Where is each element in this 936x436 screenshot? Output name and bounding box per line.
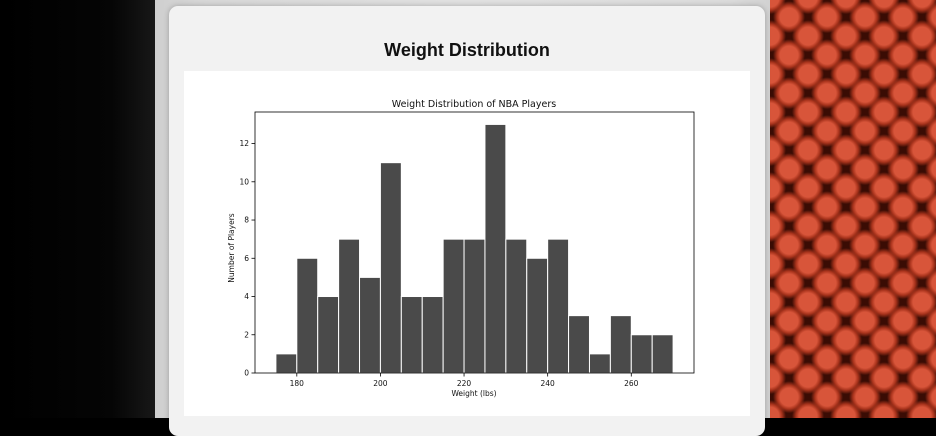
histogram-bar (588, 353, 611, 374)
y-tick-label: 0 (244, 369, 249, 378)
histogram-bar (359, 276, 381, 374)
histogram-bar (547, 238, 570, 374)
y-tick-label: 2 (244, 330, 249, 339)
x-tick-label: 200 (373, 379, 388, 388)
x-tick-label: 240 (541, 379, 556, 388)
histogram-bar (275, 353, 298, 374)
y-axis-label: Number of Players (227, 213, 236, 282)
y-tick-label: 8 (244, 216, 249, 225)
page-title: Weight Distribution (384, 40, 550, 60)
chart-card: Weight Distribution Weight Distribution … (169, 6, 765, 436)
histogram-chart: Weight Distribution of NBA Players 180 20… (227, 99, 695, 398)
x-tick-label: 220 (457, 379, 472, 388)
histogram-bar (630, 334, 653, 374)
axes-frame (254, 111, 695, 374)
histogram-bar (484, 123, 507, 374)
chart-title: Weight Distribution of NBA Players (392, 99, 556, 110)
histogram-bar (505, 238, 528, 374)
y-tick-label: 6 (244, 254, 249, 263)
histogram-bar (379, 162, 402, 374)
basketball-texture-background (770, 0, 936, 418)
x-tick-label: 260 (624, 379, 639, 388)
y-tick-label: 12 (239, 139, 249, 148)
bars-group (275, 123, 674, 374)
y-tick-label: 4 (244, 292, 249, 301)
histogram-bar (651, 334, 674, 374)
histogram-bar (338, 238, 361, 374)
histogram-bar (609, 315, 632, 374)
x-tick-label: 180 (290, 379, 305, 388)
histogram-bar (400, 296, 423, 374)
x-axis-ticks: 180 200 220 240 260 (290, 373, 639, 388)
histogram-bar (421, 296, 444, 374)
histogram-bar (568, 315, 590, 374)
y-axis-ticks: 0 2 4 6 8 10 12 (239, 139, 255, 378)
chart-image-area: Weight Distribution of NBA Players 180 20… (184, 71, 750, 416)
y-tick-label: 10 (239, 177, 249, 186)
histogram-bar (296, 257, 319, 374)
background-left (0, 0, 160, 418)
histogram-bar (317, 296, 340, 374)
histogram-bar (463, 238, 486, 374)
x-axis-label: Weight (lbs) (451, 389, 496, 398)
histogram-bar (526, 257, 549, 374)
histogram-bar (442, 238, 465, 374)
